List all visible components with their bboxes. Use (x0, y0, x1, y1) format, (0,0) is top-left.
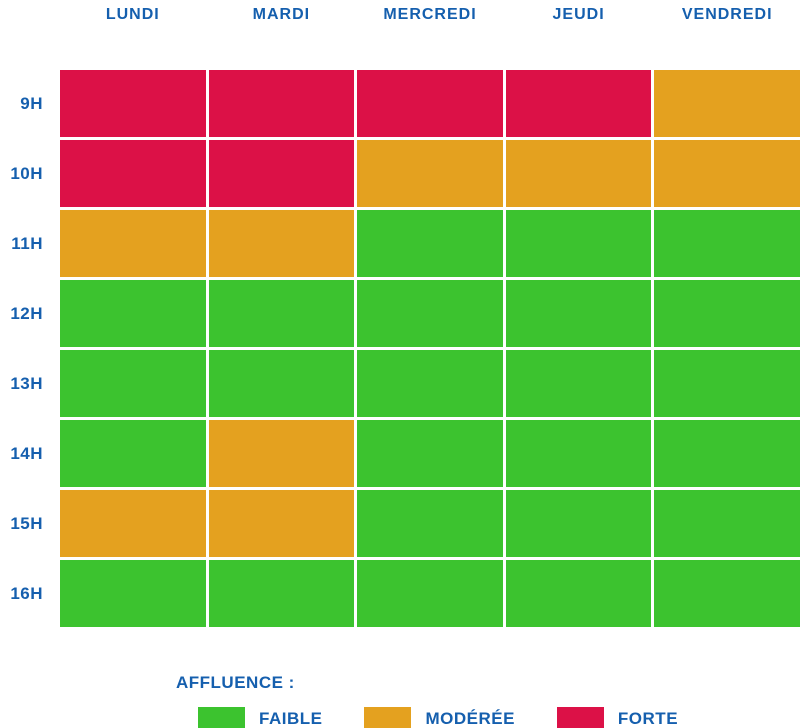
legend-item-faible: FAIBLE (198, 707, 322, 728)
cell-mardi-13h (208, 350, 355, 417)
hour-label-16h: 16H (10, 583, 43, 603)
cell-lundi-9h (60, 70, 206, 137)
cell-mercredi-14h (357, 420, 503, 487)
legend-swatch-forte (556, 707, 604, 728)
affluence-heatmap: LUNDI MARDI MERCREDI JEUDI VENDREDI 9H 10H 11H 1… (0, 0, 800, 627)
hour-label-12h: 12H (10, 303, 43, 323)
cell-mardi-10h (208, 140, 355, 207)
hour-label-11h: 11H (11, 233, 43, 253)
hour-label-14h: 14H (10, 443, 43, 463)
cell-mercredi-11h (357, 210, 503, 277)
legend-item-forte: FORTE (556, 707, 679, 728)
legend-label-faible: FAIBLE (259, 708, 323, 728)
legend: AFFLUENCE : FAIBLE MODÉRÉE FORTE (0, 673, 800, 728)
legend-swatch-faible (198, 707, 245, 728)
day-header-lundi: LUNDI (105, 5, 160, 23)
legend-item-moderee: MODÉRÉE (364, 707, 514, 728)
cell-lundi-11h (60, 210, 206, 277)
day-header-mardi: MARDI (252, 5, 311, 23)
legend-label-forte: FORTE (617, 708, 679, 728)
cell-mardi-11h (208, 210, 355, 277)
hour-label-10h: 10H (10, 163, 43, 183)
cell-vendredi-16h (654, 560, 800, 627)
cell-lundi-16h (60, 560, 206, 627)
cell-vendredi-10h (654, 140, 800, 207)
cell-jeudi-10h (505, 140, 652, 207)
legend-title: AFFLUENCE : (176, 673, 295, 692)
legend-label-moderee: MODÉRÉE (425, 708, 515, 728)
grid-corner (0, 0, 57, 29)
cell-jeudi-12h (505, 280, 652, 347)
cell-vendredi-13h (654, 350, 800, 417)
cell-jeudi-14h (505, 420, 652, 487)
day-header-jeudi: JEUDI (552, 5, 605, 23)
legend-items: FAIBLE MODÉRÉE FORTE (176, 707, 800, 728)
cell-mercredi-9h (357, 70, 503, 137)
day-header-vendredi: VENDREDI (681, 5, 773, 23)
cell-mercredi-13h (357, 350, 503, 417)
cell-mardi-9h (208, 70, 355, 137)
cell-mardi-14h (208, 420, 355, 487)
cell-lundi-13h (60, 350, 206, 417)
hour-label-13h: 13H (10, 373, 43, 393)
cell-mercredi-12h (357, 280, 503, 347)
cell-vendredi-9h (654, 70, 800, 137)
cell-mardi-16h (208, 560, 355, 627)
cell-lundi-12h (60, 280, 206, 347)
cell-jeudi-15h (505, 490, 652, 557)
day-header-mercredi: MERCREDI (383, 5, 477, 23)
cell-mardi-12h (208, 280, 355, 347)
cell-mercredi-16h (357, 560, 503, 627)
cell-vendredi-15h (654, 490, 800, 557)
cell-jeudi-16h (505, 560, 652, 627)
cell-jeudi-13h (505, 350, 652, 417)
cell-lundi-14h (60, 420, 206, 487)
cell-vendredi-14h (654, 420, 800, 487)
hour-label-9h: 9H (20, 93, 43, 113)
cell-lundi-10h (60, 140, 206, 207)
cell-mercredi-10h (357, 140, 503, 207)
cell-mardi-15h (208, 490, 355, 557)
cell-vendredi-11h (654, 210, 800, 277)
cell-jeudi-9h (505, 70, 652, 137)
hour-label-15h: 15H (10, 513, 43, 533)
cell-lundi-15h (60, 490, 206, 557)
cell-mercredi-15h (357, 490, 503, 557)
cell-vendredi-12h (654, 280, 800, 347)
legend-swatch-moderee (364, 707, 412, 728)
cell-jeudi-11h (505, 210, 652, 277)
